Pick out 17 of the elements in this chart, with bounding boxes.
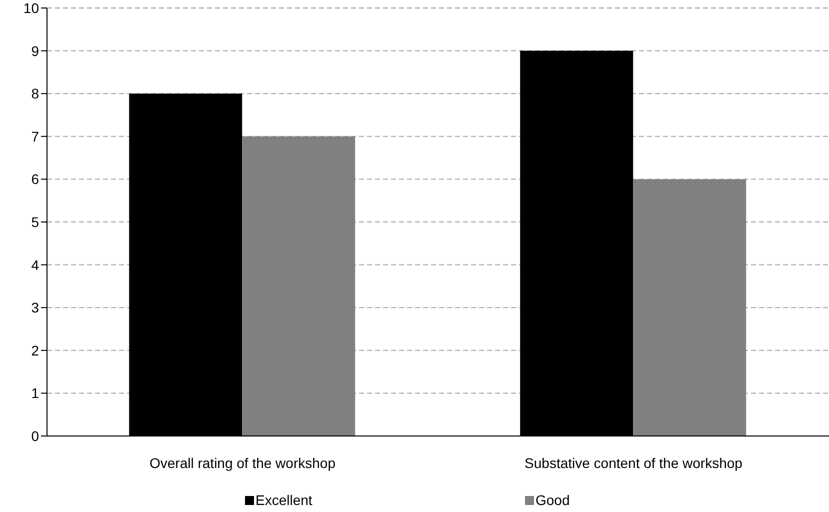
y-tick-label: 1 [31,385,40,402]
y-tick-label: 2 [31,342,40,358]
y-tick-label: 4 [31,256,40,273]
y-tick-label: 7 [31,128,40,144]
legend-label: Good [534,492,571,508]
y-tick-label: 6 [31,171,40,188]
y-tick-label: 0 [31,428,40,444]
x-tick-label: Overall rating of the workshop [150,454,336,471]
y-tick-label: 8 [31,86,40,102]
y-tick-label: 10 [23,0,40,16]
y-tick-label: 3 [31,300,40,316]
y-tick-label: 9 [31,42,40,59]
y-tick-label: 5 [31,214,40,230]
bar [633,179,746,436]
legend-label: Excellent [254,492,314,508]
x-tick-label: Substative content of the workshop [524,454,743,471]
bar [242,136,356,436]
